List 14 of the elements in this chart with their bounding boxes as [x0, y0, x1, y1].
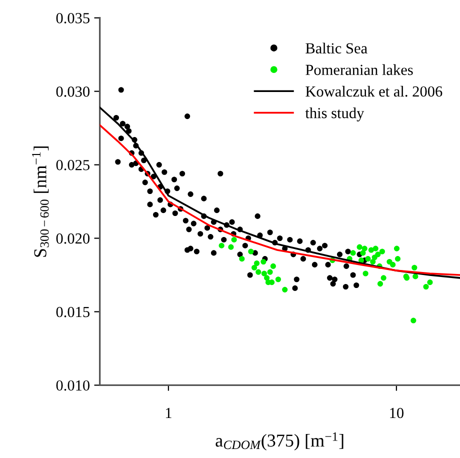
y-tick-label: 0.010 — [56, 380, 90, 391]
y-tick-label: 0.020 — [56, 233, 90, 244]
x-tick-label: 1 — [166, 408, 172, 418]
x-tick-label: 10 — [390, 408, 404, 418]
legend-label: Kowalczuk et al. 2006 — [306, 86, 442, 97]
legend-label: Pomeranian lakes — [306, 64, 413, 76]
y-tick-label: 0.025 — [56, 160, 90, 170]
y-axis-title: S$_{300−600}$ [nm$^{−1}$] — [32, 146, 49, 257]
y-tick-label: 0.030 — [56, 86, 90, 97]
y-tick-label: 0.035 — [56, 13, 90, 24]
legend-label: Baltic Sea — [306, 42, 368, 54]
x-axis-title: a$_{CDOM}$(375) [m$^{−1}$] — [216, 432, 344, 450]
y-tick-label: 0.015 — [56, 306, 90, 318]
legend-label: this study — [305, 107, 364, 122]
